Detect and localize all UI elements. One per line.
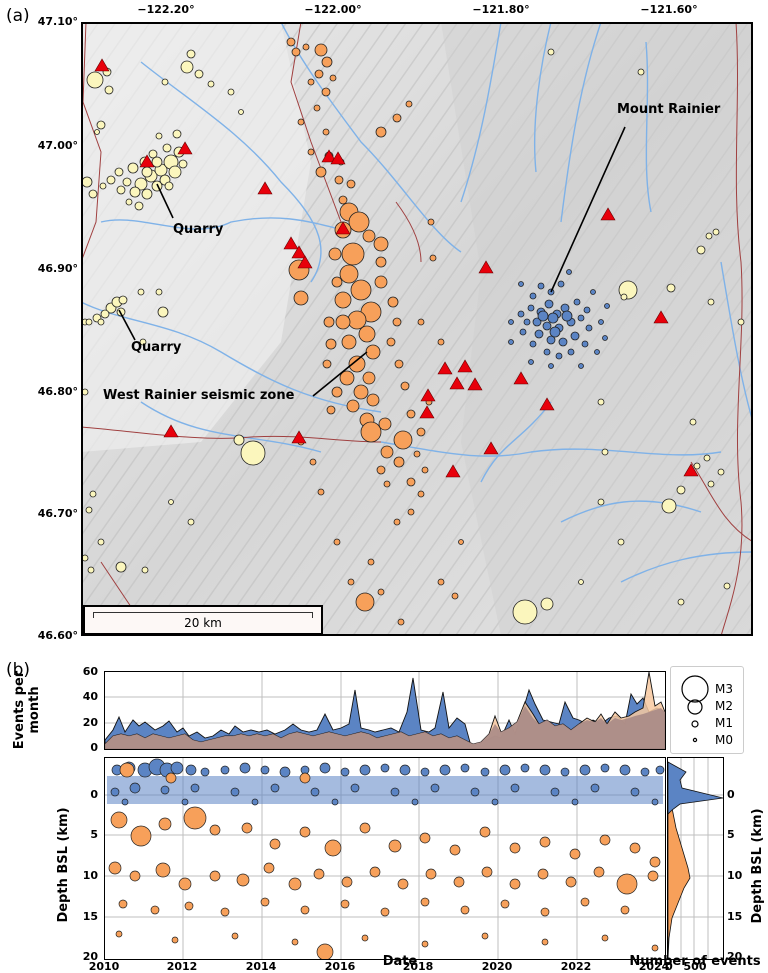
legend-m2: M2 [715,699,733,713]
west-rainier-events [286,37,464,626]
legend-m0: M0 [715,733,733,747]
depth-ytick-0: 0 [90,788,98,801]
legend-m3: M3 [715,682,733,696]
lat-tick-1: 47.10° [37,15,78,28]
annotation-lines [118,126,626,397]
legend-markers [681,675,709,743]
depth-ytick-5: 5 [90,828,98,841]
hist-ytick-15: 15 [727,910,743,923]
xtick-2018: 2018 [402,960,434,973]
timeseries-panel [104,671,666,750]
depth-canvas [105,758,665,959]
annotation-quarry-south: Quarry [131,340,182,355]
hist-ytick-0: 0 [727,788,735,801]
scale-bar-label: 20 km [184,616,222,630]
mount-rainier-events [508,269,610,369]
ts-ytick-60: 60 [82,665,98,678]
map-frame [81,22,753,636]
depth-ytick-10: 10 [82,869,98,882]
xtick-2010: 2010 [88,960,120,973]
depth-ytick-15: 15 [82,910,98,923]
legend-m1: M1 [715,716,733,730]
lat-tick-5: 46.70° [37,507,78,520]
map-panel: Mount Rainier Quarry Quarry West Rainier… [81,22,753,636]
map-canvas [81,22,753,636]
hist-mr-area [668,761,723,815]
depth-xlabel-visible: Date [382,954,418,969]
hist-xtick-500: 500 [683,960,707,973]
hist-ytick-10: 10 [727,869,743,882]
scale-bar-line [93,612,313,618]
lon-tick-3: −121.80° [472,3,530,16]
lat-tick-2: 47.00° [37,139,78,152]
hist-ylabel: Depth BSL (km) [750,808,765,924]
lat-tick-6: 46.60° [37,629,78,642]
ts-ytick-20: 20 [82,716,98,729]
xtick-2022: 2022 [560,960,592,973]
lat-tick-4: 46.80° [37,385,78,398]
depth-ytick-20: 20 [82,950,98,963]
hist-ytick-5: 5 [727,828,735,841]
lon-tick-4: −121.60° [640,3,698,16]
annotation-mount-rainier: Mount Rainier [617,102,721,117]
xtick-2014: 2014 [245,960,277,973]
hist-xtick-0: 0 [665,960,673,973]
other-events [81,48,745,625]
xtick-2024: 2024 [638,960,670,973]
ts-ytick-0: 0 [90,741,98,754]
panel-a-label: (a) [6,6,30,26]
quarry-cluster-north [99,129,188,211]
histogram-canvas [668,758,723,959]
depth-histogram-panel [667,757,724,960]
hist-ytick-20: 20 [727,950,743,963]
depth-panel [104,757,666,960]
depth-wr-events [108,762,661,959]
hist-wr-area [668,787,691,959]
ts-ylabel: Events per month [12,670,42,750]
timeseries-canvas [105,672,665,749]
depth-ylabel: Depth BSL (km) [56,807,71,923]
xtick-2016: 2016 [324,960,356,973]
ts-ytick-40: 40 [82,690,98,703]
magnitude-legend: M3 M2 M1 M0 [670,666,744,754]
roads [81,22,753,636]
seismic-stations [94,58,699,478]
panel-b-label: (b) [6,660,31,680]
overlap-area [105,706,665,749]
lat-tick-3: 46.90° [37,262,78,275]
xtick-2020: 2020 [481,960,513,973]
rivers [81,22,753,583]
lon-tick-2: −122.00° [304,3,362,16]
depth-mr-events [107,758,665,806]
hist-xlabel: Number of events [629,954,761,969]
lon-tick-1: −122.20° [137,3,195,16]
annotation-west-rainier: West Rainier seismic zone [103,388,295,403]
annotation-quarry-north: Quarry [173,222,224,237]
xtick-2012: 2012 [166,960,198,973]
